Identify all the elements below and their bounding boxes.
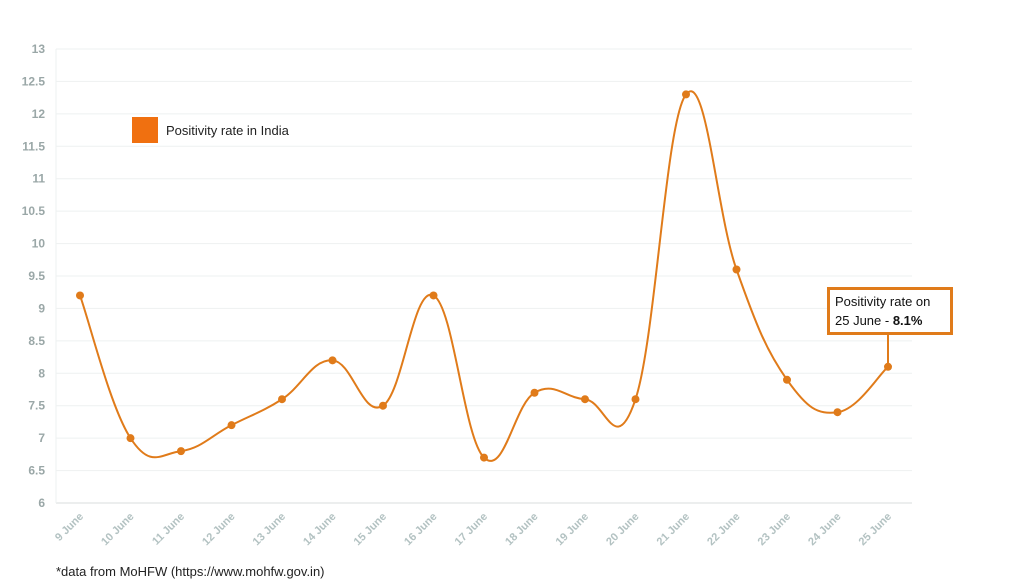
x-tick-label: 9 June (53, 511, 86, 544)
y-tick-label: 10.5 (22, 204, 46, 218)
data-point (682, 90, 690, 99)
x-tick-label: 24 June (806, 511, 843, 548)
y-tick-label: 11.5 (22, 139, 45, 153)
y-tick-label: 11 (32, 172, 45, 186)
y-tick-label: 12 (32, 107, 46, 121)
data-point (581, 395, 589, 404)
x-tick-label: 15 June (352, 511, 389, 548)
y-tick-label: 12.5 (22, 74, 46, 88)
annotation-value: 8.1% (892, 313, 923, 328)
x-tick-label: 11 June (150, 511, 187, 548)
data-point (783, 375, 791, 384)
data-point (227, 421, 236, 430)
data-point (631, 395, 640, 404)
x-tick-label: 20 June (604, 511, 641, 548)
data-point (732, 265, 741, 274)
x-tick-label: 14 June (301, 511, 338, 548)
y-tick-label: 8.5 (28, 334, 45, 348)
y-tick-label: 6.5 (28, 464, 45, 478)
x-tick-label: 18 June (503, 511, 540, 548)
x-tick-label: 23 June (756, 511, 793, 548)
data-point (429, 291, 438, 300)
x-tick-label: 13 June (251, 511, 288, 548)
x-tick-label: 19 June (554, 511, 591, 548)
x-tick-label: 25 June (857, 511, 894, 548)
y-tick-label: 9 (38, 301, 45, 315)
source-note: *data from MoHFW (https://www.mohfw.gov.… (56, 564, 325, 579)
y-tick-label: 13 (32, 42, 46, 56)
data-point (480, 453, 488, 462)
x-tick-label: 12 June (200, 511, 237, 548)
data-point (177, 447, 185, 456)
legend-label: Positivity rate in India (166, 122, 289, 138)
legend: Positivity rate in India (132, 117, 289, 143)
y-tick-label: 9.5 (28, 269, 45, 283)
y-tick-label: 7.5 (28, 399, 45, 413)
annotation-line2: 25 June - (835, 313, 893, 328)
data-point (530, 388, 539, 397)
data-point (328, 356, 337, 365)
x-tick-label: 10 June (99, 511, 136, 548)
y-tick-label: 10 (32, 237, 46, 251)
data-point (379, 401, 387, 410)
data-point (833, 408, 842, 417)
data-point (884, 362, 892, 371)
x-tick-label: 22 June (705, 511, 742, 548)
x-tick-label: 17 June (453, 511, 490, 548)
y-tick-label: 6 (38, 496, 45, 510)
data-point (76, 291, 84, 300)
annotation-line1: Positivity rate on (835, 294, 931, 309)
annotation-box: Positivity rate on 25 June - 8.1% (827, 287, 953, 335)
x-tick-label: 21 June (655, 511, 692, 548)
x-tick-label: 16 June (402, 511, 439, 548)
data-point (126, 434, 135, 443)
y-tick-label: 7 (38, 431, 45, 445)
legend-swatch (132, 117, 158, 143)
data-point (278, 395, 286, 404)
y-tick-label: 8 (38, 366, 45, 380)
